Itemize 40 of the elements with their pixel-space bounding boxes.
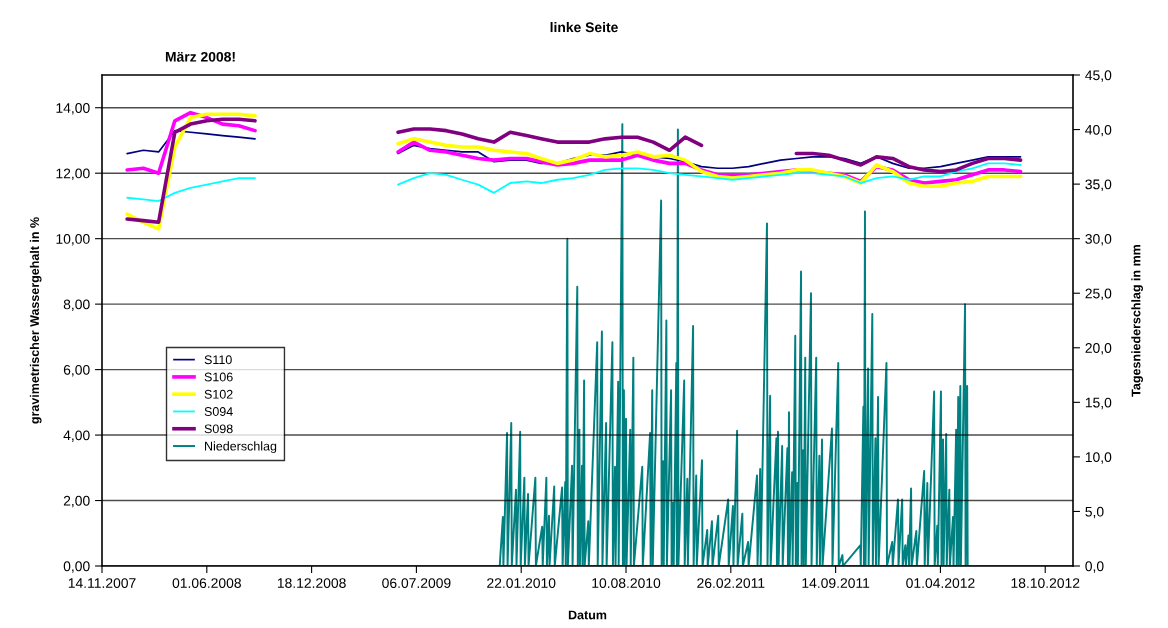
x-axis-title: Datum — [568, 610, 607, 620]
y-tick-label: 6,00 — [63, 364, 90, 377]
legend-label: S106 — [204, 372, 233, 382]
x-tick-label: 18.10.2012 — [1011, 578, 1080, 589]
x-tick-label: 26.02.2011 — [697, 578, 765, 589]
x-tick-label: 10.08.2010 — [592, 578, 661, 589]
x-tick-label: 06.07.2009 — [382, 578, 451, 589]
y-tick-label: 2,00 — [63, 495, 90, 508]
y2-tick-label: 35,0 — [1085, 179, 1112, 191]
y2-tick-label: 25,0 — [1085, 288, 1112, 301]
y2-tick-label: 5,0 — [1085, 506, 1104, 519]
x-tick-label: 01.04.2012 — [906, 578, 975, 589]
x-tick-label: 14.11.2007 — [68, 578, 136, 589]
legend-label: S102 — [204, 389, 233, 399]
legend-label: Niederschlag — [205, 441, 277, 453]
y-tick-label: 0,00 — [63, 561, 90, 573]
legend-label: S110 — [204, 355, 232, 365]
x-tick-label: 22.01.2010 — [487, 578, 556, 589]
y2-tick-label: 45,0 — [1085, 70, 1112, 82]
y-axis-title: gravimetrischer Wassergehalt in % — [29, 217, 42, 424]
y2-tick-label: 20,0 — [1085, 343, 1112, 355]
legend-label: S098 — [204, 424, 233, 434]
y-tick-label: 10,00 — [56, 234, 90, 246]
y2-axis-title: Tagesniederschlag in mm — [1131, 244, 1143, 397]
y2-tick-label: 10,0 — [1085, 452, 1112, 464]
chart-title: linke Seite — [550, 22, 618, 33]
x-tick-label: 18.12.2008 — [277, 578, 346, 589]
line-series — [498, 123, 969, 566]
y-tick-label: 14,00 — [56, 103, 90, 115]
legend-label: S094 — [204, 407, 233, 416]
y2-tick-label: 15,0 — [1085, 397, 1112, 410]
y2-tick-label: 40,0 — [1085, 124, 1112, 137]
x-tick-label: 14.09.2011 — [802, 578, 870, 589]
text: März 2008! — [165, 51, 235, 62]
x-tick-label: 01.06.2008 — [172, 578, 241, 589]
y2-tick-label: 30,0 — [1085, 234, 1112, 246]
y-tick-label: 8,00 — [63, 299, 90, 311]
y-tick-label: 4,00 — [63, 430, 90, 442]
y-tick-label: 12,00 — [56, 168, 90, 181]
y2-tick-label: 0,0 — [1085, 561, 1104, 573]
